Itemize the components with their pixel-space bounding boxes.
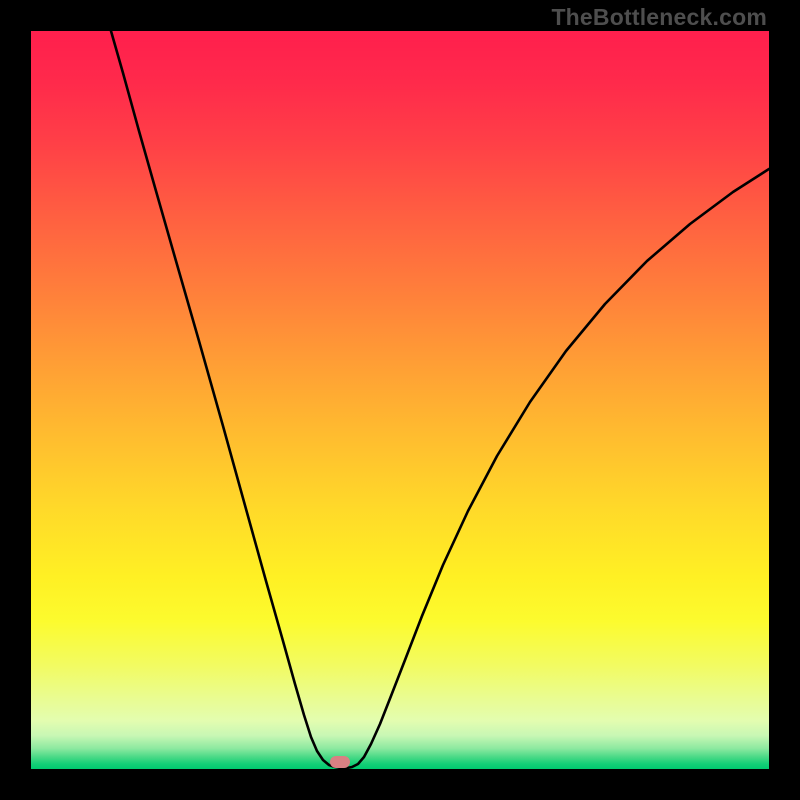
watermark-text: TheBottleneck.com [551,4,767,31]
bottleneck-curve [31,31,769,769]
plot-area [31,31,769,769]
curve-path [111,31,769,768]
chart-frame: TheBottleneck.com [0,0,800,800]
optimum-marker [330,756,350,768]
